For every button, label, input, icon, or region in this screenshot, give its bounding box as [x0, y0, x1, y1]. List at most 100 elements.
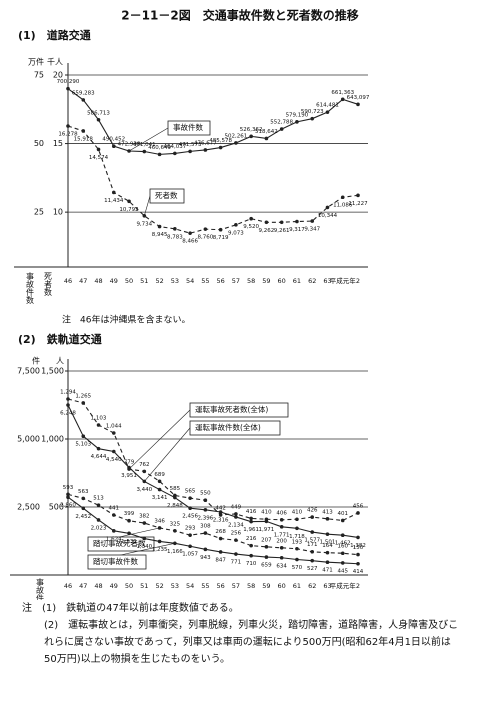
- y-axis-unit: 万件: [28, 57, 44, 67]
- point: [310, 515, 315, 519]
- point: [325, 205, 330, 210]
- point: [279, 220, 284, 225]
- data-label: 8,760: [197, 235, 213, 241]
- y-tick-label: 7,500: [17, 367, 40, 376]
- data-label: 518,642: [255, 129, 278, 135]
- data-label: 1,501: [320, 540, 336, 546]
- point: [157, 487, 162, 492]
- point: [111, 513, 116, 517]
- data-label: 710: [246, 561, 257, 567]
- point: [356, 511, 360, 515]
- x-tick-label: 57: [232, 582, 240, 590]
- legend-label: 事故件数: [173, 122, 203, 132]
- point: [325, 560, 330, 564]
- data-label: 550: [200, 491, 211, 497]
- y-tick-label: 75: [34, 71, 44, 80]
- notes: 注 (1) 鉄軌道の47年以前は年度数値である。 (2) 運転事故とは，列車衝突…: [22, 600, 462, 668]
- point: [142, 469, 147, 474]
- point: [310, 219, 315, 223]
- data-label: 293: [185, 526, 196, 532]
- data-label: 3,440: [136, 487, 152, 493]
- data-label: 661,363: [331, 90, 354, 96]
- data-label: 382: [139, 514, 150, 520]
- point: [279, 517, 284, 522]
- data-label: 471: [322, 568, 333, 574]
- point: [279, 546, 284, 550]
- data-label: 563: [78, 489, 89, 495]
- point: [203, 531, 208, 535]
- data-label: 5,103: [75, 442, 91, 448]
- data-label: 11,227: [348, 201, 368, 207]
- data-label: 2,860: [60, 503, 76, 509]
- data-label: 14,574: [89, 155, 109, 161]
- point: [249, 519, 253, 524]
- data-label: 586,713: [87, 110, 110, 116]
- point: [218, 145, 223, 150]
- data-label: 1,044: [106, 424, 122, 430]
- data-label: 2,134: [228, 522, 244, 528]
- legend-box: [167, 120, 211, 136]
- y2-tick-label: 20: [53, 71, 63, 80]
- legend-box: [87, 536, 155, 552]
- legend-label: 踏切事故死者数: [93, 538, 146, 548]
- data-label: 490,452: [102, 137, 125, 143]
- point: [356, 535, 360, 540]
- x-tick-label: 53: [171, 277, 179, 285]
- legend-leader: [128, 127, 169, 152]
- x-tick-label: 47: [79, 277, 87, 285]
- point: [234, 552, 238, 556]
- x-tick-label: 61: [293, 582, 301, 590]
- point: [249, 516, 253, 521]
- note: (2) 運転事故とは，列車衝突，列車脱線，列車火災，踏切障害，道路障害，人身障害…: [44, 620, 459, 665]
- data-label: 1,462: [335, 541, 351, 547]
- point: [295, 517, 299, 522]
- data-label: 445: [337, 568, 348, 574]
- point: [127, 199, 131, 204]
- x-tick-label: 平成元年: [330, 581, 357, 590]
- point: [96, 503, 101, 508]
- point: [173, 151, 177, 156]
- point: [157, 152, 162, 157]
- chart-title: 2－11－2図 交通事故件数と死者数の推移: [121, 8, 358, 23]
- legend-label: 運転事故死者数(全体): [195, 404, 268, 414]
- point: [325, 550, 330, 555]
- x-tick-label: 53: [171, 582, 179, 590]
- x-tick-label: 63: [323, 277, 331, 285]
- data-label: 9,261: [274, 228, 290, 234]
- data-label: 565: [185, 489, 196, 495]
- x-tick-label: 59: [262, 582, 270, 590]
- point: [295, 557, 299, 562]
- point: [234, 512, 238, 516]
- x-tick-label: 56: [216, 277, 224, 285]
- x-tick-label: 52: [155, 277, 163, 285]
- legend-box: [189, 420, 281, 436]
- data-label: 771: [231, 560, 242, 566]
- data-label: 585: [170, 486, 181, 492]
- point: [81, 496, 86, 501]
- legend-leader: [144, 427, 191, 482]
- data-label: 9,347: [304, 227, 320, 233]
- data-label: 2,023: [91, 525, 107, 531]
- series-line: [67, 404, 359, 538]
- data-label: 442: [215, 505, 226, 511]
- data-label: 847: [215, 557, 226, 563]
- data-label: 471,041: [133, 142, 156, 148]
- data-label: 416: [246, 509, 257, 515]
- point: [264, 220, 269, 225]
- point: [127, 518, 131, 523]
- point: [203, 227, 208, 231]
- x-tick-label: 62: [308, 582, 316, 590]
- point: [157, 539, 162, 544]
- data-label: 1,771: [274, 532, 290, 538]
- point: [173, 227, 177, 231]
- point: [96, 147, 101, 152]
- x-tick-label: 2: [356, 582, 360, 590]
- point: [188, 231, 192, 235]
- data-label: 9,073: [228, 230, 244, 236]
- point: [188, 506, 192, 510]
- data-label: 659: [261, 563, 272, 569]
- subtitle: (2) 鉄軌道交通: [18, 332, 102, 346]
- data-label: 193: [292, 539, 303, 545]
- series-line: [67, 398, 359, 522]
- point: [310, 116, 315, 121]
